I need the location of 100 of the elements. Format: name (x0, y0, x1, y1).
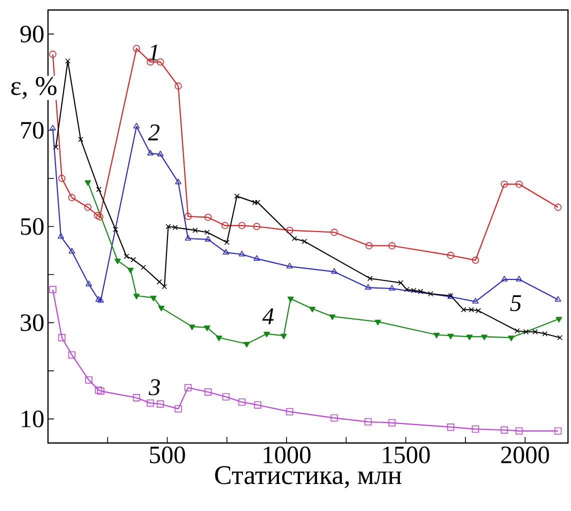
point (516, 427, 523, 435)
point (98, 296, 104, 303)
point (156, 279, 162, 284)
point (254, 255, 260, 261)
point (94, 386, 102, 394)
point (481, 334, 488, 340)
y-tick-label: 50 (21, 218, 44, 235)
series-label: 2 (148, 124, 160, 140)
point (112, 226, 118, 232)
point (147, 150, 154, 156)
point (254, 401, 262, 409)
point (222, 248, 230, 254)
point (124, 254, 130, 259)
point (500, 180, 508, 188)
point (329, 314, 336, 320)
point (127, 268, 134, 274)
x-tick-label: 1000 (264, 446, 310, 464)
point (523, 329, 529, 334)
y-tick-label: 10 (22, 410, 44, 428)
series-label: 1 (148, 44, 158, 60)
point (330, 414, 338, 422)
point (330, 228, 338, 236)
point (204, 214, 212, 221)
point (85, 376, 92, 384)
point (133, 122, 140, 128)
point (184, 234, 192, 241)
point (50, 124, 56, 130)
point (216, 336, 222, 342)
point (374, 320, 382, 326)
point (428, 291, 434, 296)
point (162, 284, 168, 290)
point (554, 204, 562, 211)
point (204, 326, 210, 332)
point (238, 398, 246, 406)
point (174, 405, 182, 412)
point (286, 262, 293, 268)
point (556, 316, 562, 322)
point (68, 194, 76, 202)
point (86, 280, 92, 286)
point (95, 296, 102, 302)
point (184, 212, 192, 220)
point (501, 276, 508, 282)
point (472, 256, 480, 264)
point (388, 242, 396, 250)
point (388, 284, 396, 291)
point (447, 334, 454, 340)
point (238, 250, 246, 256)
point (472, 298, 479, 304)
point (132, 44, 140, 52)
point (114, 258, 121, 264)
point (514, 328, 520, 334)
point (309, 306, 316, 312)
point (472, 425, 480, 433)
x-tick-label: 500 (150, 446, 185, 464)
point (388, 419, 396, 426)
x-tick-label: 1500 (383, 446, 430, 464)
point (433, 332, 440, 338)
series-label: 4 (262, 308, 274, 324)
point (364, 418, 372, 426)
point (286, 408, 294, 416)
point (204, 230, 210, 235)
point (156, 400, 164, 408)
point (96, 186, 102, 192)
point (516, 276, 522, 282)
point (146, 399, 154, 407)
point (447, 252, 454, 259)
point (542, 331, 548, 336)
y-tick-label: 70 (21, 122, 44, 139)
point (287, 296, 294, 302)
point (286, 226, 294, 234)
point (234, 194, 240, 199)
point (49, 50, 56, 58)
point (302, 238, 308, 244)
point (84, 204, 92, 211)
point (447, 424, 454, 431)
point (184, 384, 192, 392)
point (174, 82, 182, 90)
point (156, 58, 164, 66)
series-label: 3 (148, 379, 160, 396)
point (238, 222, 246, 230)
y-tick-label: 90 (20, 26, 44, 42)
point (460, 307, 466, 312)
point (253, 222, 260, 230)
point (364, 284, 372, 290)
point (188, 324, 196, 330)
point (58, 174, 66, 182)
point (68, 248, 76, 254)
point (244, 342, 250, 348)
point (554, 427, 562, 435)
point (94, 212, 102, 220)
y-tick-label: 30 (20, 314, 44, 332)
point (466, 334, 473, 340)
point (365, 242, 373, 250)
point (58, 334, 66, 342)
point (49, 286, 56, 294)
point (331, 268, 338, 274)
point (222, 393, 230, 400)
x-tick-label: 2000 (501, 446, 550, 464)
point (280, 334, 287, 340)
series-label: 5 (510, 295, 522, 312)
